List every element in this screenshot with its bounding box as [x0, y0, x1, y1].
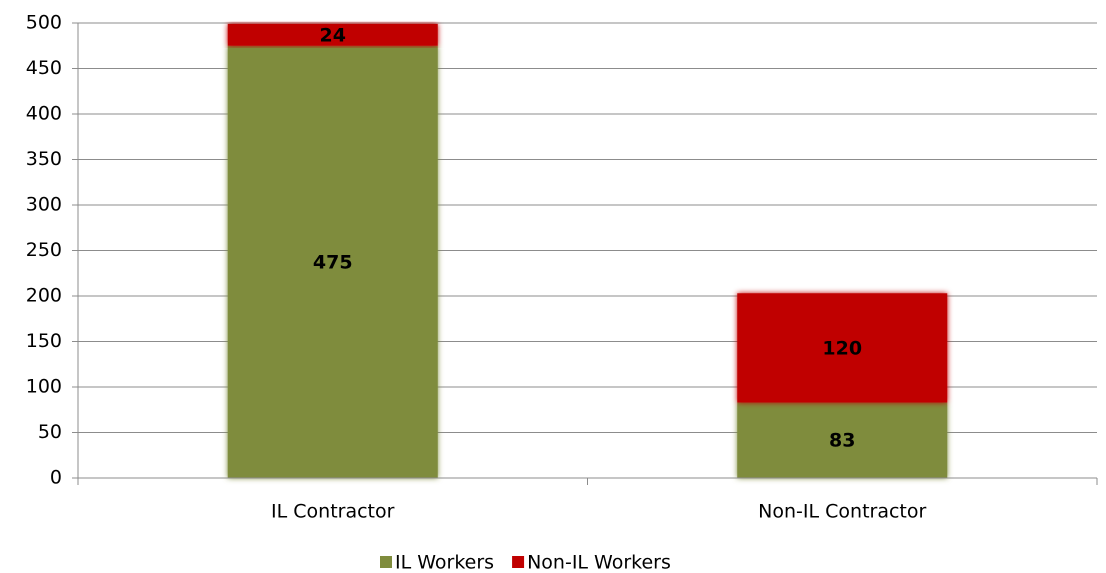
value-label: 83 [829, 430, 855, 452]
value-label: 475 [313, 251, 353, 273]
y-tick-label: 350 [26, 148, 62, 170]
y-tick-label: 150 [26, 330, 62, 352]
bar-segment [737, 402, 948, 478]
y-tick-label: 0 [50, 467, 62, 489]
y-tick-label: 50 [38, 421, 62, 443]
legend-swatch [380, 556, 392, 568]
y-tick-label: 300 [26, 194, 62, 216]
legend-label: Non-IL Workers [527, 552, 671, 573]
y-tick-label: 200 [26, 285, 62, 307]
legend-swatch [512, 556, 525, 568]
y-tick-label: 450 [26, 57, 62, 79]
y-tick-label: 100 [26, 376, 62, 398]
legend-label: IL Workers [395, 552, 494, 573]
bar-segment [737, 293, 948, 403]
value-label: 120 [822, 337, 862, 359]
value-label: 24 [320, 24, 346, 46]
bar-segment [227, 23, 438, 46]
x-tick-label: Non-IL Contractor [758, 501, 926, 523]
x-tick-label: IL Contractor [271, 501, 395, 523]
y-tick-label: 250 [26, 239, 62, 261]
bar-segment [227, 45, 438, 478]
y-tick-label: 500 [26, 12, 62, 34]
y-tick-label: 400 [26, 103, 62, 125]
